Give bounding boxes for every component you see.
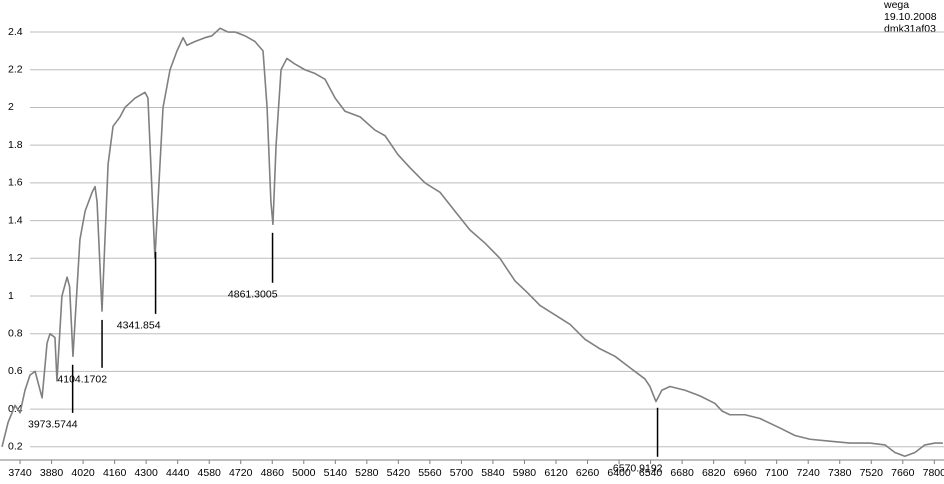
y-tick-label: 2.4 bbox=[8, 26, 23, 38]
note: 19.10.2008 bbox=[884, 11, 937, 23]
y-tick-label: 1.2 bbox=[8, 252, 23, 264]
y-tick-label: 1.8 bbox=[8, 139, 23, 151]
x-tick-label: 3740 bbox=[8, 467, 32, 479]
x-tick-label: 7240 bbox=[797, 467, 821, 479]
x-tick-label: 7520 bbox=[860, 467, 884, 479]
x-tick-label: 6260 bbox=[576, 467, 600, 479]
y-tick-label: 0.8 bbox=[8, 327, 23, 339]
x-tick-label: 5700 bbox=[450, 467, 474, 479]
x-tick-label: 6540 bbox=[639, 467, 663, 479]
spectrum-line bbox=[1, 27, 943, 458]
x-tick-label: 4860 bbox=[261, 467, 285, 479]
y-tick-label: 0.2 bbox=[8, 441, 23, 453]
x-tick-label: 4440 bbox=[166, 467, 190, 479]
x-tick-label: 4020 bbox=[71, 467, 95, 479]
annotation-label: 4104.1702 bbox=[57, 374, 107, 386]
x-tick-label: 3880 bbox=[40, 467, 64, 479]
x-tick-label: 7660 bbox=[891, 467, 915, 479]
x-tick-label: 6960 bbox=[733, 467, 757, 479]
x-tick-label: 5280 bbox=[355, 467, 379, 479]
x-tick-label: 6680 bbox=[670, 467, 694, 479]
y-tick-label: 1 bbox=[8, 290, 14, 302]
x-tick-label: 6400 bbox=[607, 467, 631, 479]
y-tick-label: 1.4 bbox=[8, 214, 23, 226]
y-tick-label: 0.6 bbox=[8, 365, 23, 377]
annotation-label: 4341.854 bbox=[117, 320, 161, 332]
y-tick-label: 2.2 bbox=[8, 64, 23, 76]
annotation-label: 4861.3005 bbox=[228, 289, 278, 301]
x-tick-label: 5840 bbox=[481, 467, 505, 479]
x-tick-label: 6820 bbox=[702, 467, 726, 479]
note: wega bbox=[883, 0, 909, 11]
x-tick-label: 6120 bbox=[544, 467, 568, 479]
x-tick-label: 5980 bbox=[513, 467, 537, 479]
x-tick-label: 4580 bbox=[198, 467, 222, 479]
x-tick-label: 4720 bbox=[229, 467, 253, 479]
x-tick-label: 7100 bbox=[765, 467, 789, 479]
note: dmk31af03 bbox=[884, 23, 936, 35]
x-tick-label: 7380 bbox=[828, 467, 852, 479]
x-tick-label: 5560 bbox=[418, 467, 442, 479]
x-tick-label: 4160 bbox=[103, 467, 127, 479]
x-tick-label: 5140 bbox=[324, 467, 348, 479]
x-tick-label: 7800 bbox=[923, 467, 944, 479]
x-tick-label: 5420 bbox=[387, 467, 411, 479]
x-tick-label: 4300 bbox=[134, 467, 158, 479]
annotation-label: 3973.5744 bbox=[28, 419, 78, 431]
y-tick-label: 1.6 bbox=[8, 177, 23, 189]
x-tick-label: 5000 bbox=[292, 467, 316, 479]
y-tick-label: 2 bbox=[8, 101, 14, 113]
annotation-label: 6570.9192 bbox=[613, 463, 663, 475]
